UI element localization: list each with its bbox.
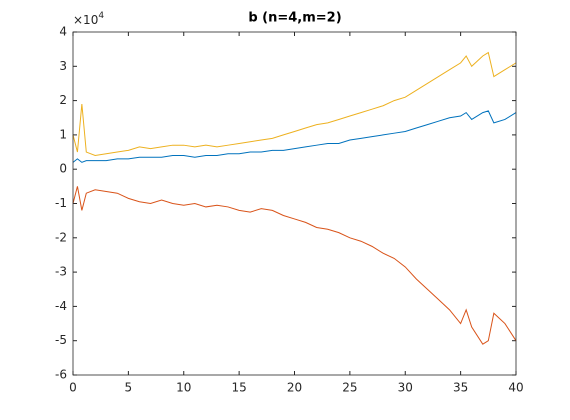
- x-tick-label: 30: [398, 381, 413, 395]
- y-tick-label: 0: [59, 162, 67, 176]
- y-multiplier-base: ×10: [73, 13, 98, 27]
- axes-box: [72, 31, 517, 376]
- x-tick-label: 40: [508, 381, 523, 395]
- x-tick-label: 20: [287, 381, 302, 395]
- y-tick-label: 1: [59, 127, 67, 141]
- series-line: [72, 186, 517, 345]
- x-tick-label: 25: [342, 381, 357, 395]
- series-line: [72, 110, 517, 163]
- y-tick-label: 2: [59, 93, 67, 107]
- series-line: [72, 51, 517, 156]
- y-tick-label: -5: [55, 333, 67, 347]
- y-tick-label: -6: [55, 368, 67, 382]
- y-tick-label: -3: [55, 265, 67, 279]
- y-multiplier-exponent: 4: [98, 11, 104, 21]
- y-tick-label: -4: [55, 299, 67, 313]
- x-tick-label: 15: [231, 381, 246, 395]
- x-tick-label: 10: [176, 381, 191, 395]
- y-tick-label: -2: [55, 230, 67, 244]
- chart-title: b (n=4,m=2): [248, 11, 341, 26]
- x-tick-label: 0: [69, 381, 77, 395]
- y-tick-label: 4: [59, 25, 67, 39]
- y-tick-label: -1: [55, 196, 67, 210]
- x-tick-label: 35: [453, 381, 468, 395]
- y-multiplier: ×104: [73, 11, 104, 27]
- x-tick-label: 5: [125, 381, 133, 395]
- y-tick-label: 3: [59, 59, 67, 73]
